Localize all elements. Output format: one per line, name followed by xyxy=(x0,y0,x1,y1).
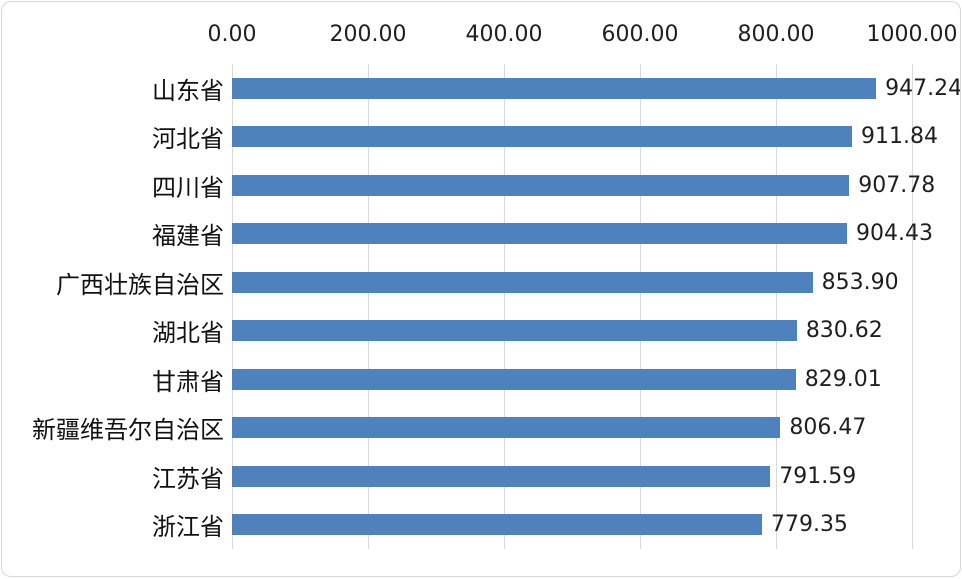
value-label: 829.01 xyxy=(804,366,882,392)
gridline xyxy=(640,64,641,549)
category-label: 四川省 xyxy=(152,173,224,202)
value-label: 791.59 xyxy=(779,463,857,489)
bar xyxy=(232,417,781,439)
category-label: 山东省 xyxy=(152,76,224,105)
category-label: 新疆维吾尔自治区 xyxy=(32,416,224,445)
category-label: 江苏省 xyxy=(152,464,224,493)
x-axis: 0.00 200.00 400.00 600.00 800.00 1000.00 xyxy=(2,22,960,50)
bar-row: 浙江省 779.35 xyxy=(2,501,960,550)
x-axis-tick-label: 0.00 xyxy=(207,22,257,47)
bar-row: 福建省 904.43 xyxy=(2,210,960,259)
category-label: 湖北省 xyxy=(152,319,224,348)
bar xyxy=(232,223,847,245)
gridline xyxy=(912,64,913,549)
category-label: 福建省 xyxy=(152,222,224,251)
x-axis-tick-label: 800.00 xyxy=(737,22,815,47)
bar xyxy=(232,271,813,293)
category-label: 浙江省 xyxy=(152,513,224,542)
bar-row: 甘肃省 829.01 xyxy=(2,355,960,404)
bar-rows: 山东省 947.24 河北省 911.84 四川省 907.78 福建省 904… xyxy=(2,64,961,550)
category-label: 甘肃省 xyxy=(152,367,224,396)
gridline xyxy=(232,64,233,549)
bar-row: 四川省 907.78 xyxy=(2,161,960,210)
value-label: 830.62 xyxy=(805,318,883,344)
category-label: 河北省 xyxy=(152,125,224,154)
bar xyxy=(232,77,877,99)
bar-row: 山东省 947.24 xyxy=(2,64,961,113)
category-label: 广西壮族自治区 xyxy=(56,270,224,299)
bar xyxy=(232,465,771,487)
value-label: 911.84 xyxy=(861,124,939,150)
x-axis-tick-label: 400.00 xyxy=(465,22,543,47)
value-label: 907.78 xyxy=(858,172,936,198)
bar xyxy=(232,126,853,148)
gridline xyxy=(504,64,505,549)
bar-row: 广西壮族自治区 853.90 xyxy=(2,258,960,307)
x-axis-tick-label: 200.00 xyxy=(329,22,407,47)
x-axis-tick-label: 600.00 xyxy=(601,22,679,47)
gridline xyxy=(776,64,777,549)
bar-row: 新疆维吾尔自治区 806.47 xyxy=(2,404,960,453)
bar-row: 湖北省 830.62 xyxy=(2,307,960,356)
bar-row: 江苏省 791.59 xyxy=(2,452,960,501)
value-label: 853.90 xyxy=(821,269,899,295)
bar xyxy=(232,368,796,390)
value-label: 904.43 xyxy=(856,221,933,247)
bar xyxy=(232,320,797,342)
value-label: 779.35 xyxy=(770,512,848,538)
plot-area xyxy=(232,64,913,549)
value-label: 947.24 xyxy=(885,75,961,101)
bar-row: 河北省 911.84 xyxy=(2,113,960,162)
bar xyxy=(232,514,762,536)
x-axis-tick-label: 1000.00 xyxy=(866,22,958,47)
bar xyxy=(232,174,850,196)
value-label: 806.47 xyxy=(789,415,867,441)
gridline xyxy=(368,64,369,549)
